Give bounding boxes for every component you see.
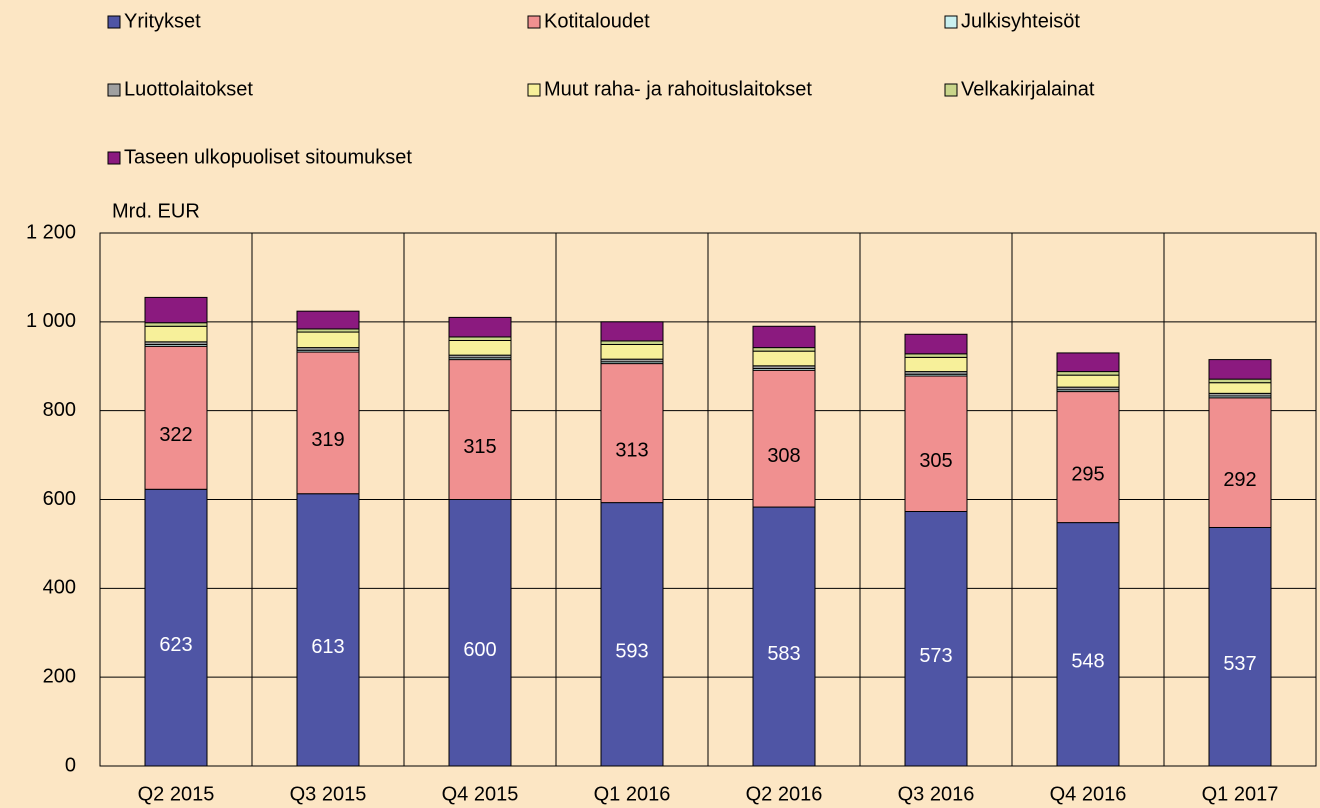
legend-label: Velkakirjalainat [961, 78, 1095, 100]
y-tick-label: 400 [43, 577, 76, 599]
y-tick-label: 600 [43, 488, 76, 510]
bar-segment [296, 331, 360, 349]
y-tick-label: 1 200 [26, 221, 76, 243]
bar-segment [904, 333, 968, 355]
legend-label: Julkisyhteisöt [961, 10, 1080, 32]
data-label: 315 [463, 436, 496, 458]
bar-segment [448, 339, 512, 356]
bar-segment [1208, 378, 1272, 384]
bar-segment [296, 493, 360, 767]
data-label: 537 [1223, 653, 1256, 675]
legend-swatch [944, 83, 958, 97]
legend-swatch [944, 15, 958, 29]
data-label: 295 [1071, 463, 1104, 485]
bar-segment [1056, 352, 1120, 373]
data-label: 319 [311, 429, 344, 451]
bar-segment [752, 369, 816, 508]
bar-segment [144, 488, 208, 767]
data-label: 613 [311, 636, 344, 658]
legend-swatch [107, 15, 121, 29]
y-tick-label: 1 000 [26, 310, 76, 332]
bar-segment [144, 322, 208, 327]
x-tick-label: Q1 2016 [594, 783, 671, 805]
bar-segment [1208, 526, 1272, 767]
bar-segment [448, 316, 512, 338]
y-tick-label: 200 [43, 665, 76, 687]
bar-segment [448, 359, 512, 500]
y-tick-label: 800 [43, 399, 76, 421]
bar-segment [1056, 391, 1120, 524]
bar-segment [904, 375, 968, 512]
legend-swatch [527, 83, 541, 97]
bar-segment [1208, 359, 1272, 380]
bar-segment [752, 325, 816, 349]
x-tick-label: Q1 2017 [1202, 783, 1279, 805]
bar-segment [904, 353, 968, 358]
bar-segment [752, 506, 816, 767]
x-tick-label: Q2 2016 [746, 783, 823, 805]
bar-segment [752, 350, 816, 367]
plot-border [99, 232, 1317, 767]
bar-segment [1056, 374, 1120, 388]
legend-label: Yritykset [124, 10, 201, 32]
y-tick-label: 0 [65, 754, 76, 776]
bar-segment [1208, 397, 1272, 528]
x-tick-label: Q3 2016 [898, 783, 975, 805]
data-label: 583 [767, 643, 800, 665]
x-tick-label: Q4 2015 [442, 783, 519, 805]
legend-swatch [107, 83, 121, 97]
bar-segment [144, 345, 208, 490]
data-label: 623 [159, 634, 192, 656]
legend-label: Taseen ulkopuoliset sitoumukset [124, 146, 412, 168]
data-label: 548 [1071, 651, 1104, 673]
bar-segment [448, 499, 512, 767]
legend-swatch [527, 15, 541, 29]
legend-label: Muut raha- ja rahoituslaitokset [544, 78, 812, 100]
bar-segment [296, 310, 360, 330]
x-tick-label: Q4 2016 [1050, 783, 1127, 805]
bar-segment [904, 356, 968, 373]
bar-segment [1056, 522, 1120, 767]
bar-segment [296, 351, 360, 495]
bar-segment [600, 363, 664, 504]
bar-segment [1208, 382, 1272, 394]
legend-label: Luottolaitokset [124, 78, 253, 100]
bar-segment [904, 510, 968, 767]
y-axis-label: Mrd. EUR [112, 200, 200, 222]
data-label: 322 [159, 424, 192, 446]
x-tick-label: Q3 2015 [290, 783, 367, 805]
legend-swatch [107, 151, 121, 165]
bar-segment [144, 296, 208, 324]
data-label: 308 [767, 445, 800, 467]
data-label: 292 [1223, 469, 1256, 491]
bar-segment [600, 343, 664, 360]
data-label: 313 [615, 439, 648, 461]
bar-segment [752, 347, 816, 352]
bar-segment [1056, 371, 1120, 376]
bar-segment [600, 321, 664, 342]
legend-label: Kotitaloudet [544, 10, 650, 32]
bar-segment [600, 502, 664, 767]
bar-segment [448, 336, 512, 341]
data-label: 600 [463, 639, 496, 661]
data-label: 305 [919, 450, 952, 472]
data-label: 593 [615, 641, 648, 663]
bar-segment [600, 340, 664, 345]
x-tick-label: Q2 2015 [138, 783, 215, 805]
data-label: 573 [919, 645, 952, 667]
bar-segment [144, 325, 208, 343]
